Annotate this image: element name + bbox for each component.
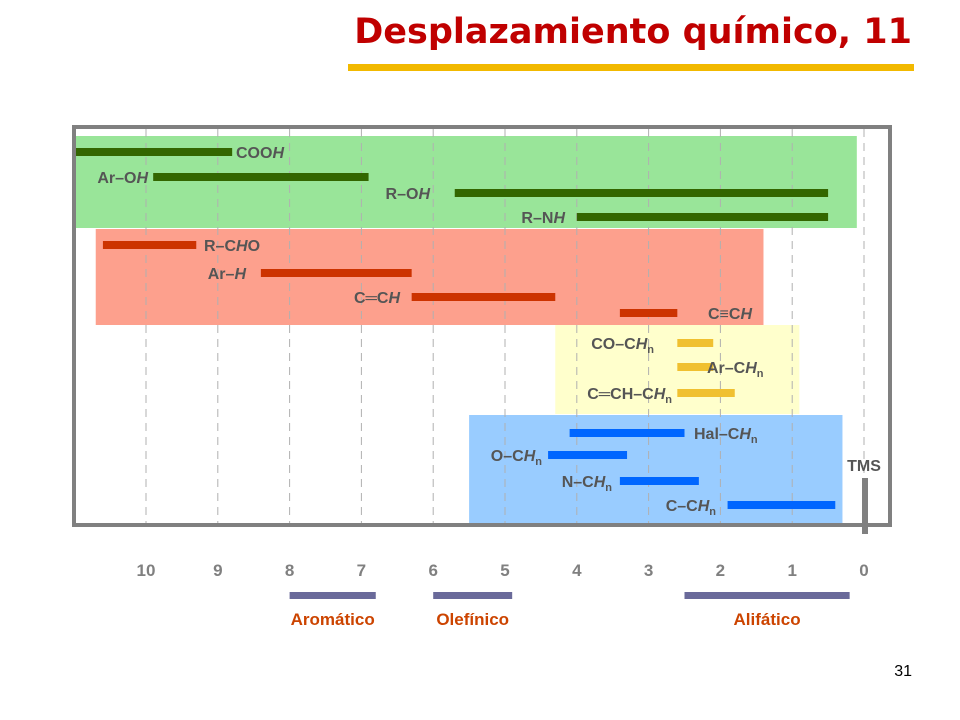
tick-10: 10 xyxy=(137,561,156,580)
slide-title: Desplazamiento químico, 11 xyxy=(354,12,912,52)
bar-ar-h xyxy=(260,269,412,277)
label-ar-oh: Ar–OH xyxy=(97,170,148,187)
label-ar-chn: Ar–CHn xyxy=(707,360,764,380)
tick-5: 5 xyxy=(500,561,509,580)
region-label-aromatico: Aromático xyxy=(291,610,375,629)
shift-bars xyxy=(74,148,868,534)
plot-frame xyxy=(72,125,892,527)
tick-8: 8 xyxy=(285,561,294,580)
region-bands: Aromático Olefínico Alifático xyxy=(289,592,850,629)
tms-label: TMS xyxy=(847,458,881,475)
tick-6: 6 xyxy=(428,561,437,580)
label-hal-chn: Hal–CHn xyxy=(694,426,758,446)
tick-0: 0 xyxy=(859,561,868,580)
band-alifatico xyxy=(684,592,850,599)
tick-9: 9 xyxy=(213,561,222,580)
region-label-alifatico: Alifático xyxy=(734,610,801,629)
bar-r-cho xyxy=(102,241,197,249)
tms-bar xyxy=(862,478,868,534)
bar-hal-chn xyxy=(569,429,685,437)
bar-c-ch-chn xyxy=(677,389,735,397)
bar-c-ch xyxy=(619,309,678,317)
label-c-ch: C═CH xyxy=(354,290,400,307)
label-co-chn: CO–CHn xyxy=(591,336,654,356)
label-r-oh: R–OH xyxy=(386,186,431,203)
bar-n-chn xyxy=(619,477,699,485)
tick-7: 7 xyxy=(357,561,366,580)
label-o-chn: O–CHn xyxy=(491,448,542,468)
tick-4: 4 xyxy=(572,561,582,580)
tick-2: 2 xyxy=(716,561,725,580)
bar-ar-chn xyxy=(677,363,714,371)
title-underline xyxy=(348,64,914,71)
label-ar-h: Ar–H xyxy=(208,266,247,283)
bar-c-ch xyxy=(411,293,556,301)
label-c-chn: C–CHn xyxy=(666,498,717,518)
band-olefinico xyxy=(433,592,513,599)
region-label-olefinico: Olefínico xyxy=(436,610,509,629)
bar-o-chn xyxy=(548,451,628,459)
bar-r-oh xyxy=(454,189,829,197)
label-n-chn: N–CHn xyxy=(562,474,613,494)
bar-r-nh xyxy=(576,213,829,221)
band-aromatico xyxy=(289,592,376,599)
bar-cooh xyxy=(74,148,233,156)
tick-3: 3 xyxy=(644,561,653,580)
grid-lines xyxy=(145,129,865,523)
label-r-cho: R–CHO xyxy=(204,238,260,255)
label-r-nh: R–NH xyxy=(521,210,565,227)
label-cooh: COOH xyxy=(236,145,284,162)
label-c-ch: C≡CH xyxy=(708,306,752,323)
page-number: 31 xyxy=(894,663,912,680)
x-axis-ticks: 10 9 8 7 6 5 4 3 2 1 0 xyxy=(137,561,869,580)
label-c-ch-chn: C═CH–CHn xyxy=(587,386,672,406)
shift-labels: COOH Ar–OH R–OH R–NH R–CHO Ar–H C═CH C≡CH CO–CHn… xyxy=(97,145,881,518)
bar-c-chn xyxy=(727,501,836,509)
bar-co-chn xyxy=(677,339,714,347)
bar-ar-oh xyxy=(153,173,369,181)
tick-1: 1 xyxy=(787,561,796,580)
